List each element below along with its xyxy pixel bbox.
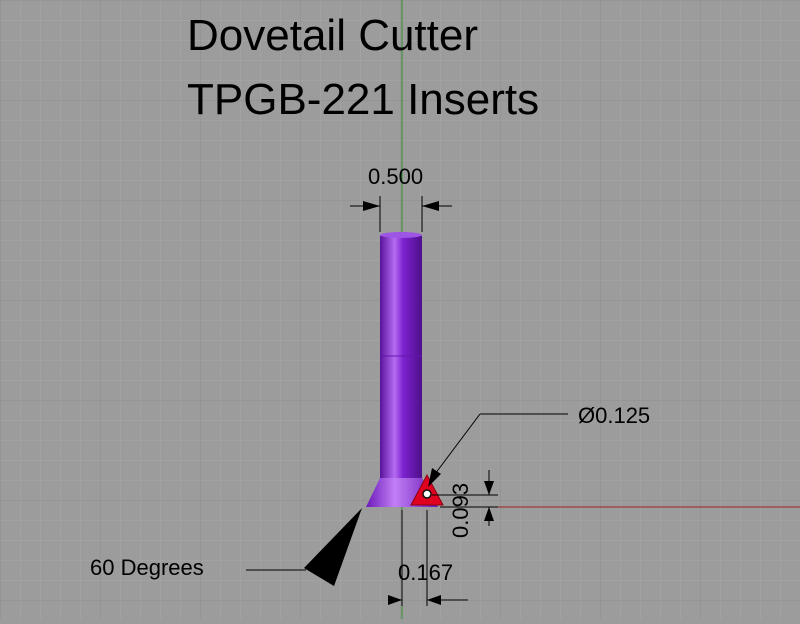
dim-insert-offset: 0.167 xyxy=(388,510,468,606)
dim-insert-height: 0.093 xyxy=(432,470,498,538)
arrow-up-icon xyxy=(484,507,494,521)
angle-wedge-icon xyxy=(304,508,362,586)
dim-label-hole-diameter: Ø0.125 xyxy=(578,403,650,428)
arrow-right-icon xyxy=(388,595,402,605)
dim-label-shank-width: 0.500 xyxy=(368,164,423,189)
dim-label-insert-height: 0.093 xyxy=(448,483,473,538)
arrow-right-icon xyxy=(363,201,380,211)
insert-hole-icon xyxy=(422,489,432,499)
leader-arrow-icon xyxy=(428,468,441,487)
dim-label-angle: 60 Degrees xyxy=(90,555,204,580)
arrow-down-icon xyxy=(484,481,494,495)
arrow-left-icon xyxy=(422,201,439,211)
dim-shank-width: 0.500 xyxy=(350,164,452,232)
arrow-left-icon xyxy=(427,595,441,605)
title-line-1: Dovetail Cutter xyxy=(187,11,478,60)
cutter-shank xyxy=(380,232,422,478)
shank-top-cap xyxy=(380,232,422,238)
title-line-2: TPGB-221 Inserts xyxy=(187,75,539,124)
dim-hole-diameter: Ø0.125 xyxy=(428,403,650,487)
dim-angle: 60 Degrees xyxy=(90,508,362,586)
dim-label-insert-offset: 0.167 xyxy=(398,560,453,585)
tpgb-insert[interactable] xyxy=(410,473,444,506)
